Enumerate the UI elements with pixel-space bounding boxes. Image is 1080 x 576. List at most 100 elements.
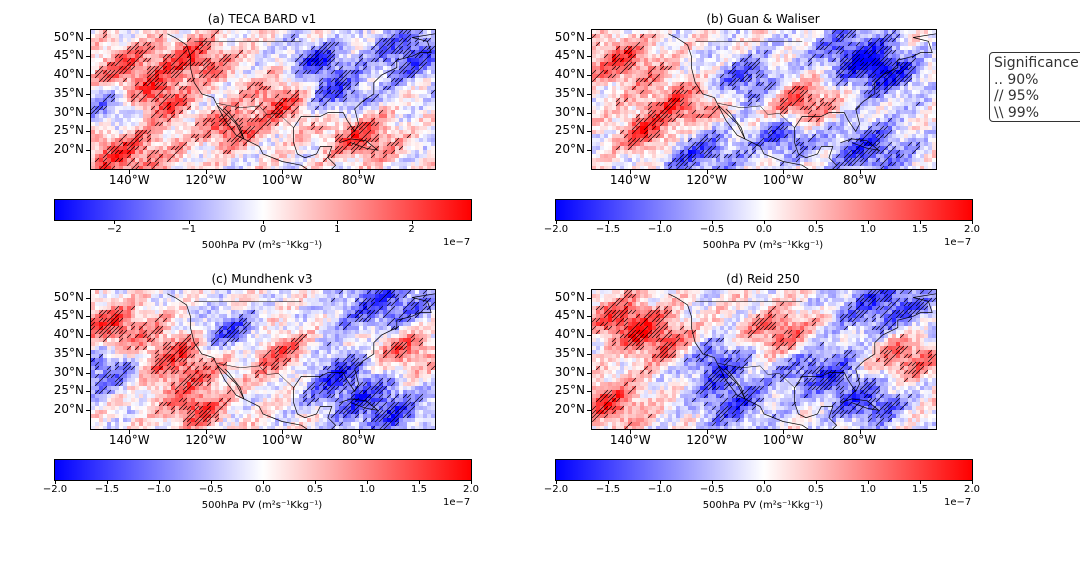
pv-cell xyxy=(211,78,215,82)
significance-hatch xyxy=(887,45,893,51)
pv-cell xyxy=(696,50,700,54)
significance-hatch xyxy=(326,61,332,67)
significance-hatch xyxy=(414,37,420,43)
pv-cell xyxy=(748,34,752,38)
significance-hatch xyxy=(402,65,408,71)
pv-cell xyxy=(151,130,155,134)
pv-cell xyxy=(359,90,363,94)
pv-cell xyxy=(91,138,95,142)
pv-cell xyxy=(339,50,343,54)
pv-cell xyxy=(119,74,123,78)
pv-cell xyxy=(287,134,291,138)
pv-cell xyxy=(155,138,159,142)
pv-cell xyxy=(367,102,371,106)
pv-cell xyxy=(363,118,367,122)
pv-cell xyxy=(744,82,748,86)
significance-hatch xyxy=(134,57,140,63)
significance-hatch xyxy=(162,69,168,75)
pv-cell xyxy=(383,118,387,122)
pv-cell xyxy=(740,46,744,50)
pv-cell xyxy=(391,106,395,110)
pv-cell xyxy=(139,154,143,158)
significance-hatch xyxy=(867,49,873,55)
pv-cell xyxy=(303,90,307,94)
pv-cell xyxy=(287,54,291,58)
pv-cell xyxy=(227,90,231,94)
pv-cell xyxy=(299,34,303,38)
pv-cell xyxy=(219,126,223,130)
pv-cell xyxy=(191,66,195,70)
pv-cell xyxy=(403,110,407,114)
significance-hatch xyxy=(651,33,657,39)
pv-cell xyxy=(696,58,700,62)
pv-cell xyxy=(115,138,119,142)
pv-cell xyxy=(295,82,299,86)
pv-cell xyxy=(740,66,744,70)
significance-hatch xyxy=(186,37,192,43)
pv-cell xyxy=(311,66,315,70)
pv-cell xyxy=(600,46,604,50)
pv-cell xyxy=(219,42,223,46)
pv-cell xyxy=(343,150,347,154)
pv-cell xyxy=(347,62,351,66)
significance-hatch xyxy=(743,77,749,83)
pv-cell xyxy=(95,94,99,98)
significance-hatch xyxy=(110,69,116,75)
pv-cell xyxy=(111,38,115,42)
pv-cell xyxy=(163,102,167,106)
pv-cell xyxy=(279,130,283,134)
pv-cell xyxy=(295,42,299,46)
pv-cell xyxy=(159,94,163,98)
pv-cell xyxy=(664,70,668,74)
pv-cell xyxy=(399,134,403,138)
pv-cell xyxy=(371,74,375,78)
pv-cell xyxy=(115,66,119,70)
pv-cell xyxy=(708,38,712,42)
pv-cell xyxy=(231,78,235,82)
pv-cell xyxy=(375,74,379,78)
pv-cell xyxy=(912,74,916,78)
significance-hatch xyxy=(811,53,817,59)
pv-cell xyxy=(920,78,924,82)
significance-hatch xyxy=(330,89,336,95)
pv-cell xyxy=(600,78,604,82)
pv-cell xyxy=(191,34,195,38)
pv-cell xyxy=(788,54,792,58)
pv-cell xyxy=(804,58,808,62)
pv-cell xyxy=(295,166,299,169)
pv-cell xyxy=(379,66,383,70)
pv-cell xyxy=(812,58,816,62)
pv-cell xyxy=(235,78,239,82)
pv-cell xyxy=(291,166,295,169)
pv-cell xyxy=(127,158,131,162)
pv-cell xyxy=(219,30,223,34)
pv-cell xyxy=(648,66,652,70)
pv-cell xyxy=(295,54,299,58)
significance-hatch xyxy=(847,69,853,75)
pv-cell xyxy=(367,154,371,158)
significance-hatch xyxy=(266,85,272,91)
pv-cell xyxy=(271,78,275,82)
significance-hatch xyxy=(851,65,857,71)
pv-cell xyxy=(415,134,419,138)
pv-cell xyxy=(235,94,239,98)
pv-cell xyxy=(135,98,139,102)
pv-cell xyxy=(155,34,159,38)
pv-cell xyxy=(624,54,628,58)
pv-cell xyxy=(808,46,812,50)
pv-cell xyxy=(395,70,399,74)
pv-cell xyxy=(900,46,904,50)
pv-cell xyxy=(724,82,728,86)
pv-cell xyxy=(375,54,379,58)
pv-cell xyxy=(616,42,620,46)
pv-cell xyxy=(652,50,656,54)
pv-cell xyxy=(163,46,167,50)
pv-cell xyxy=(676,82,680,86)
pv-cell xyxy=(239,94,243,98)
significance-hatch xyxy=(178,65,184,71)
pv-cell xyxy=(323,126,327,130)
pv-cell xyxy=(119,162,123,166)
pv-cell xyxy=(315,66,319,70)
pv-cell xyxy=(816,70,820,74)
pv-cell xyxy=(772,34,776,38)
